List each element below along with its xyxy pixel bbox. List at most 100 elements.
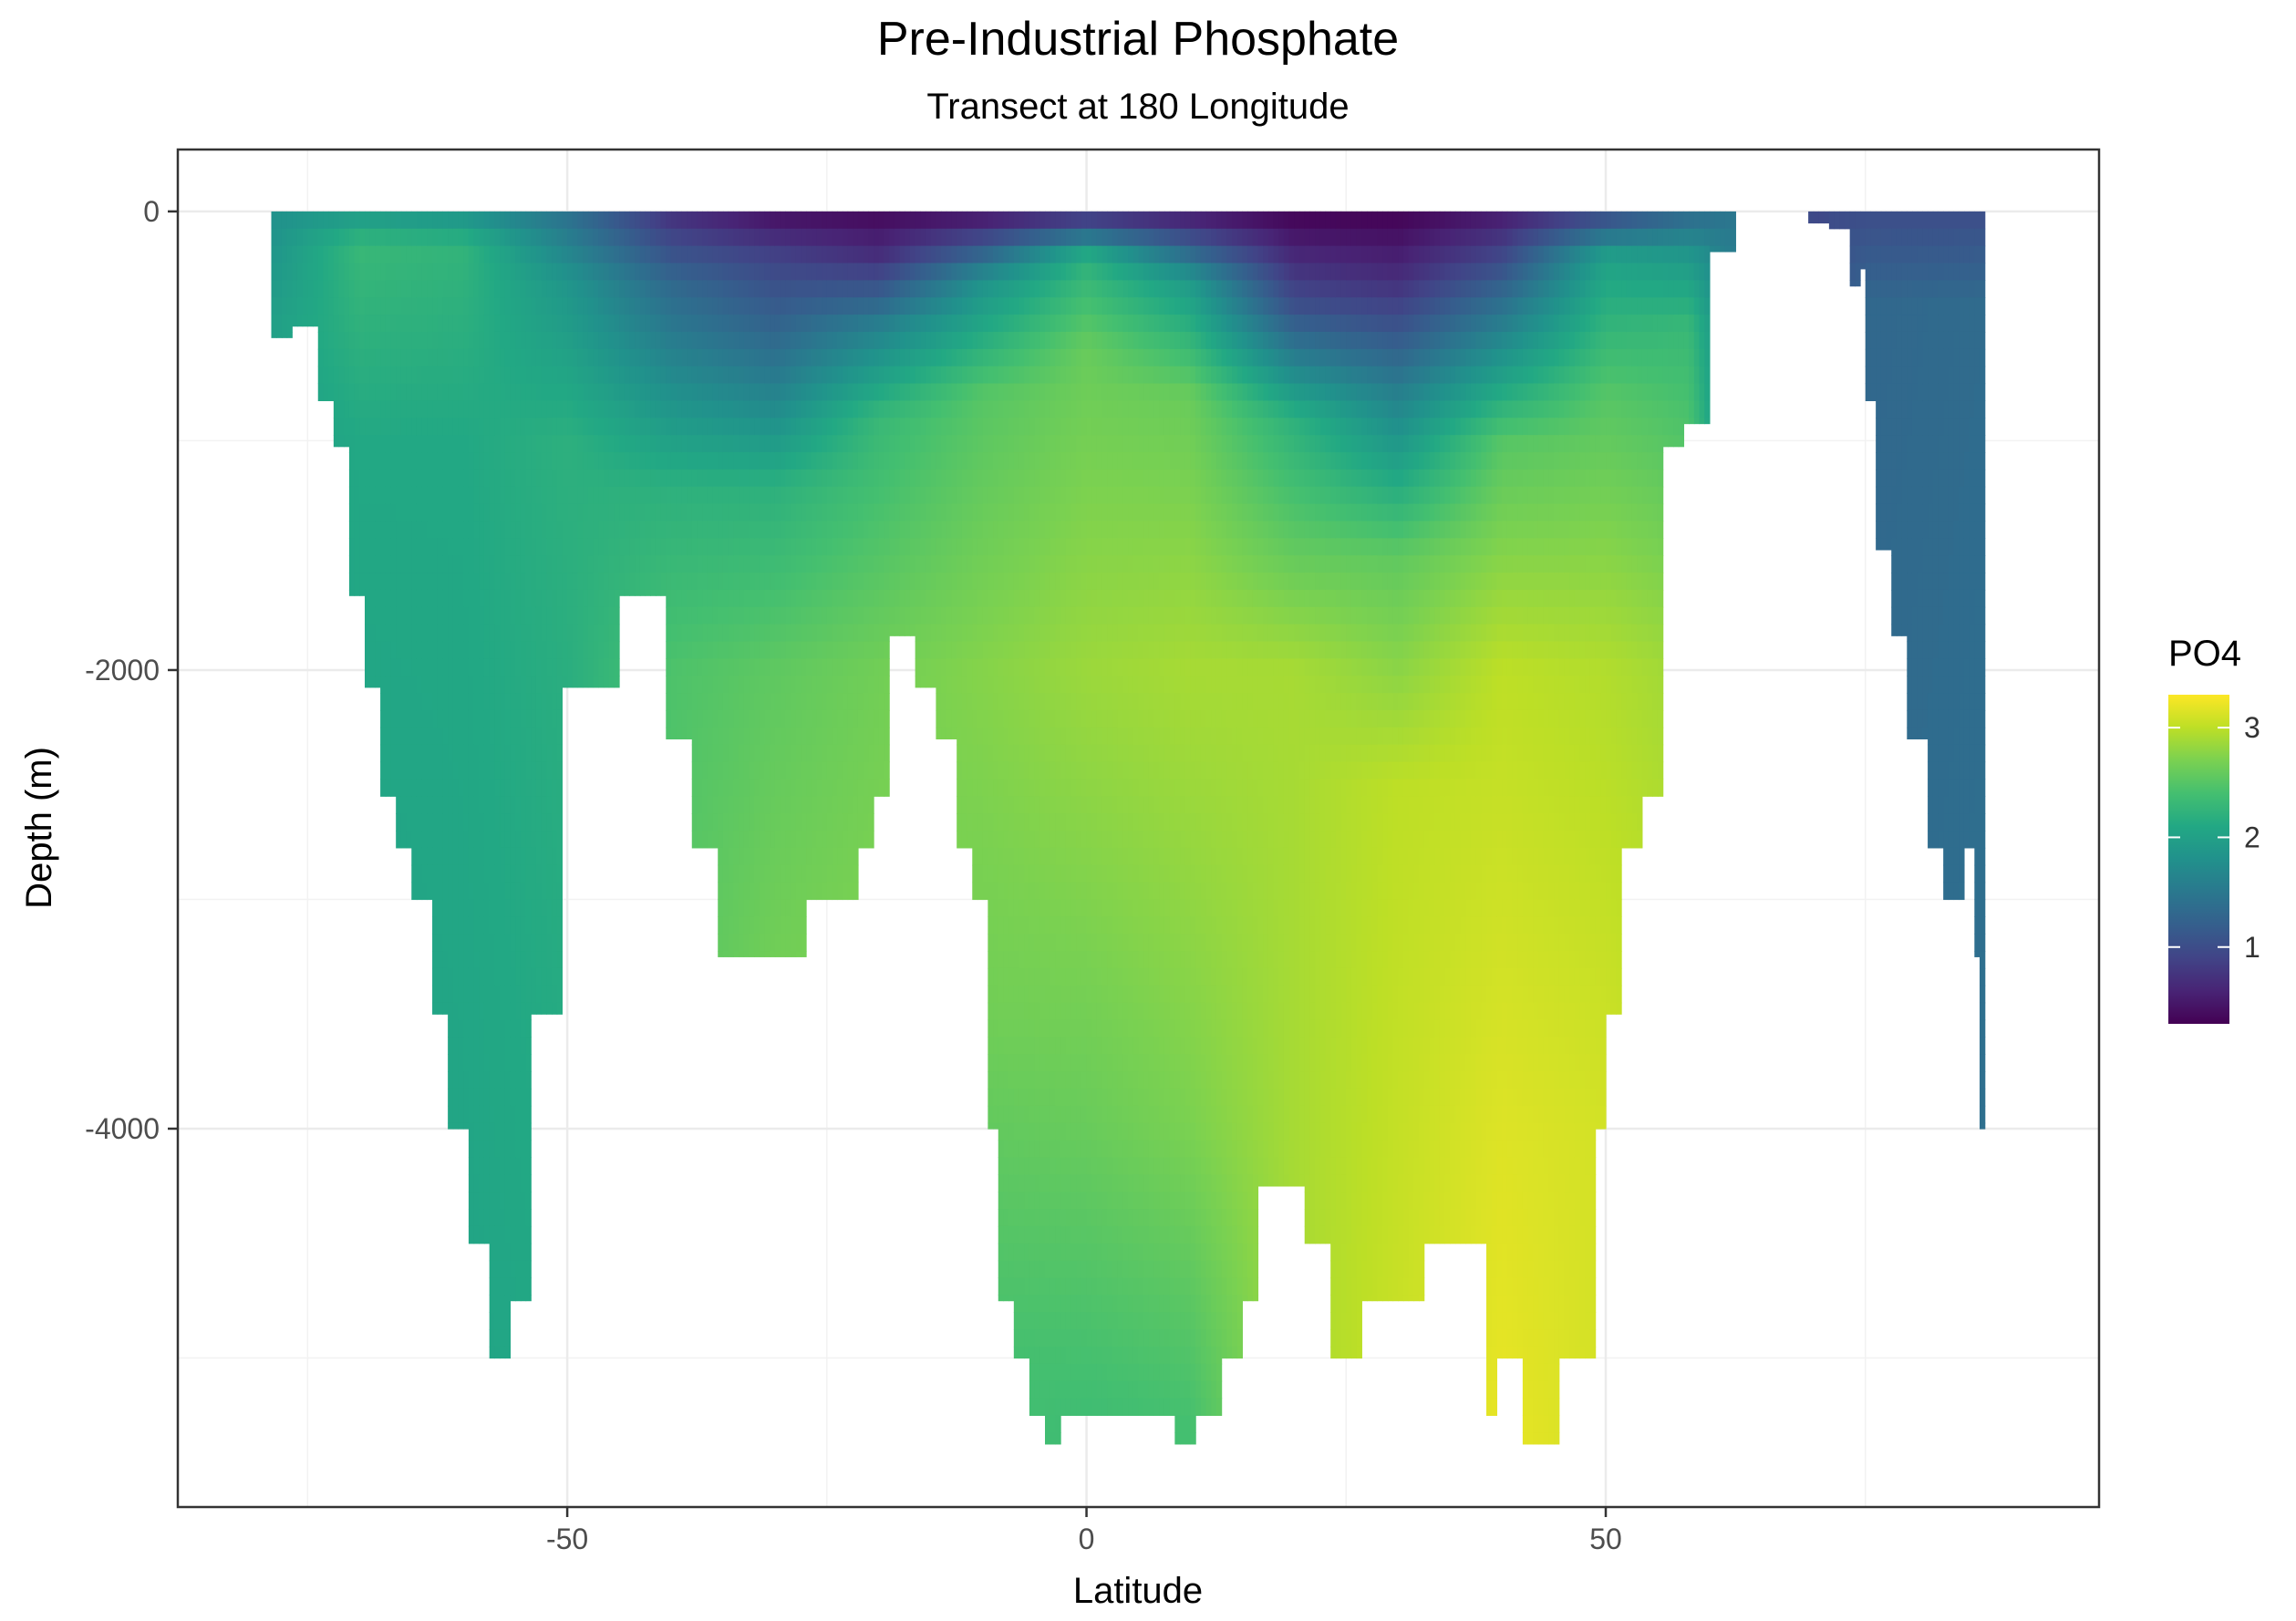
po4-cell	[681, 727, 688, 740]
po4-cell	[525, 899, 532, 917]
po4-cell	[806, 624, 812, 643]
po4-cell	[951, 521, 957, 539]
po4-cell	[977, 589, 984, 608]
po4-cell	[365, 263, 371, 281]
po4-cell	[510, 1225, 516, 1244]
po4-cell	[785, 847, 791, 866]
po4-cell	[795, 366, 802, 385]
po4-cell	[785, 400, 791, 418]
po4-cell	[749, 418, 755, 436]
po4-cell	[546, 452, 553, 470]
po4-cell	[889, 263, 895, 281]
po4-cell	[961, 813, 968, 831]
po4-cell	[666, 435, 672, 453]
po4-cell	[837, 331, 843, 350]
po4-cell	[988, 796, 994, 814]
po4-cell	[556, 727, 563, 746]
po4-cell	[957, 297, 963, 315]
po4-cell	[909, 573, 916, 591]
po4-cell	[629, 418, 636, 436]
po4-cell	[811, 486, 818, 505]
po4-cell	[483, 831, 491, 849]
po4-cell	[702, 383, 708, 402]
po4-cell	[473, 864, 480, 883]
po4-cell	[504, 315, 512, 333]
po4-cell	[790, 831, 797, 849]
po4-cell	[857, 727, 864, 746]
po4-cell	[624, 521, 631, 539]
po4-cell	[365, 280, 371, 298]
po4-cell	[510, 1243, 516, 1262]
po4-cell	[556, 211, 563, 230]
po4-cell	[967, 641, 973, 659]
po4-cell	[520, 1105, 527, 1124]
po4-cell	[774, 435, 781, 453]
po4-cell	[822, 245, 828, 264]
po4-cell	[780, 418, 786, 436]
po4-cell	[687, 331, 693, 350]
po4-cell	[822, 727, 828, 746]
po4-cell	[878, 435, 885, 453]
po4-cell	[946, 435, 953, 453]
po4-cell	[977, 383, 984, 402]
po4-cell	[988, 864, 994, 883]
po4-cell	[790, 573, 797, 591]
po4-cell	[826, 418, 833, 436]
po4-cell	[878, 348, 885, 367]
po4-cell	[941, 435, 947, 453]
po4-cell	[936, 228, 942, 247]
po4-cell	[884, 709, 890, 728]
po4-cell	[380, 315, 387, 333]
po4-cell	[785, 228, 791, 247]
po4-cell	[400, 435, 408, 453]
po4-cell	[531, 658, 537, 676]
po4-cell	[603, 573, 610, 591]
po4-cell	[909, 624, 916, 636]
po4-cell	[780, 693, 786, 711]
po4-cell	[359, 280, 366, 298]
po4-cell	[874, 418, 880, 436]
po4-cell	[541, 934, 547, 952]
po4-cell	[702, 555, 708, 573]
po4-cell	[972, 779, 978, 797]
po4-cell	[344, 263, 350, 281]
po4-cell	[754, 297, 760, 315]
po4-cell	[718, 315, 724, 333]
po4-cell	[546, 211, 553, 230]
po4-cell	[743, 658, 750, 676]
po4-cell	[603, 245, 610, 264]
po4-cell	[874, 727, 880, 746]
po4-cell	[552, 693, 558, 711]
po4-cell	[411, 383, 418, 402]
po4-cell	[562, 521, 568, 539]
po4-cell	[400, 503, 408, 522]
po4-cell	[365, 366, 371, 385]
po4-cell	[774, 331, 781, 350]
po4-cell	[411, 813, 418, 831]
po4-cell	[483, 796, 491, 814]
po4-cell	[411, 831, 418, 849]
po4-cell	[281, 228, 288, 247]
po4-cell	[375, 245, 381, 264]
po4-cell	[739, 882, 745, 901]
po4-cell	[842, 606, 849, 625]
po4-cell	[961, 641, 968, 659]
po4-cell	[520, 864, 527, 883]
po4-cell	[473, 383, 480, 402]
po4-cell	[764, 521, 771, 539]
po4-cell	[774, 538, 781, 556]
po4-cell	[842, 589, 849, 608]
po4-cell	[572, 297, 579, 315]
po4-cell	[806, 486, 812, 505]
po4-cell	[739, 676, 745, 694]
po4-cell	[396, 331, 402, 350]
po4-cell	[681, 245, 688, 264]
po4-cell	[691, 831, 698, 849]
po4-cell	[510, 297, 516, 315]
po4-cell	[494, 418, 501, 436]
po4-cell	[874, 348, 880, 367]
po4-cell	[936, 658, 942, 676]
po4-cell	[635, 211, 641, 230]
po4-cell	[541, 228, 547, 247]
po4-cell	[863, 709, 869, 728]
